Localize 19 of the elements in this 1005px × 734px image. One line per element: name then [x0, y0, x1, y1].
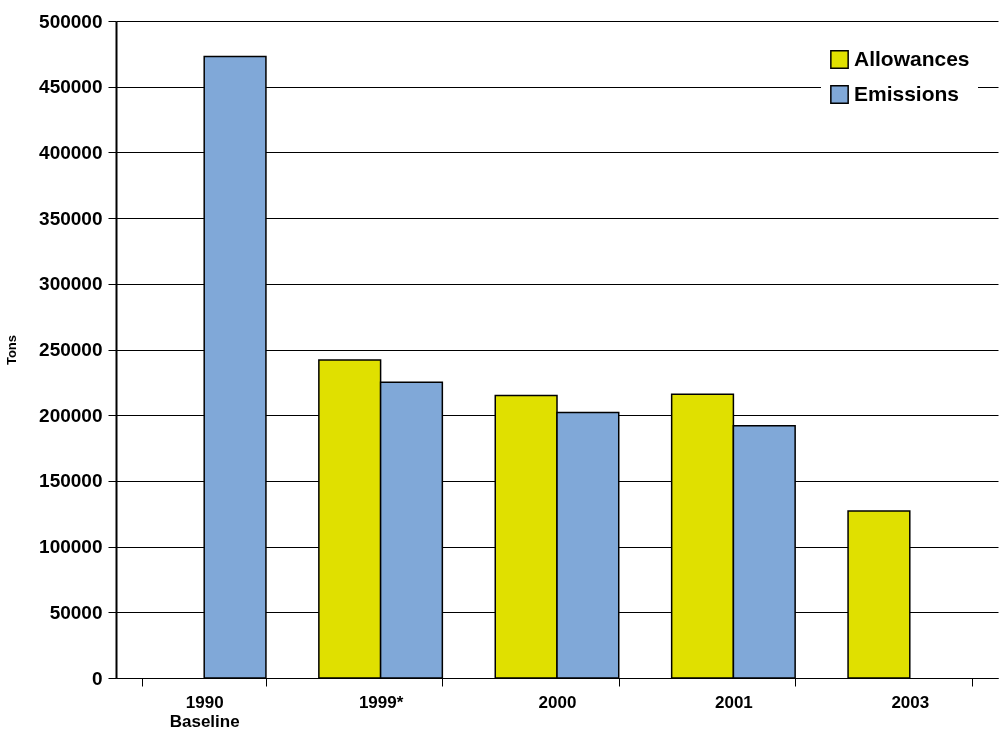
y-tick-label: 200000 [39, 404, 103, 426]
x-tick-label: 2001 [714, 692, 753, 712]
y-tick-label: 250000 [39, 339, 103, 360]
legend-label: Allowances [854, 46, 970, 70]
x-tick-label: 2003 [891, 692, 930, 712]
legend-label: Emissions [854, 81, 960, 105]
y-axis-title: Tons [4, 334, 20, 366]
y-tick-label: 50000 [49, 601, 103, 623]
y-tick-label: 450000 [39, 76, 103, 98]
y-tick-label: 100000 [39, 536, 103, 558]
y-tick-label: 350000 [39, 207, 103, 229]
y-tick-label: 150000 [39, 470, 103, 492]
y-tick-label: 300000 [39, 273, 103, 295]
y-tick-label: 500000 [39, 10, 103, 32]
y-tick-label: 0 [91, 667, 103, 689]
x-tick-label: 1990 Baseline [169, 692, 240, 731]
y-tick-label: 400000 [39, 141, 103, 163]
x-tick-label: 2000 [538, 692, 577, 712]
x-tick-label: 1999* [358, 692, 404, 712]
